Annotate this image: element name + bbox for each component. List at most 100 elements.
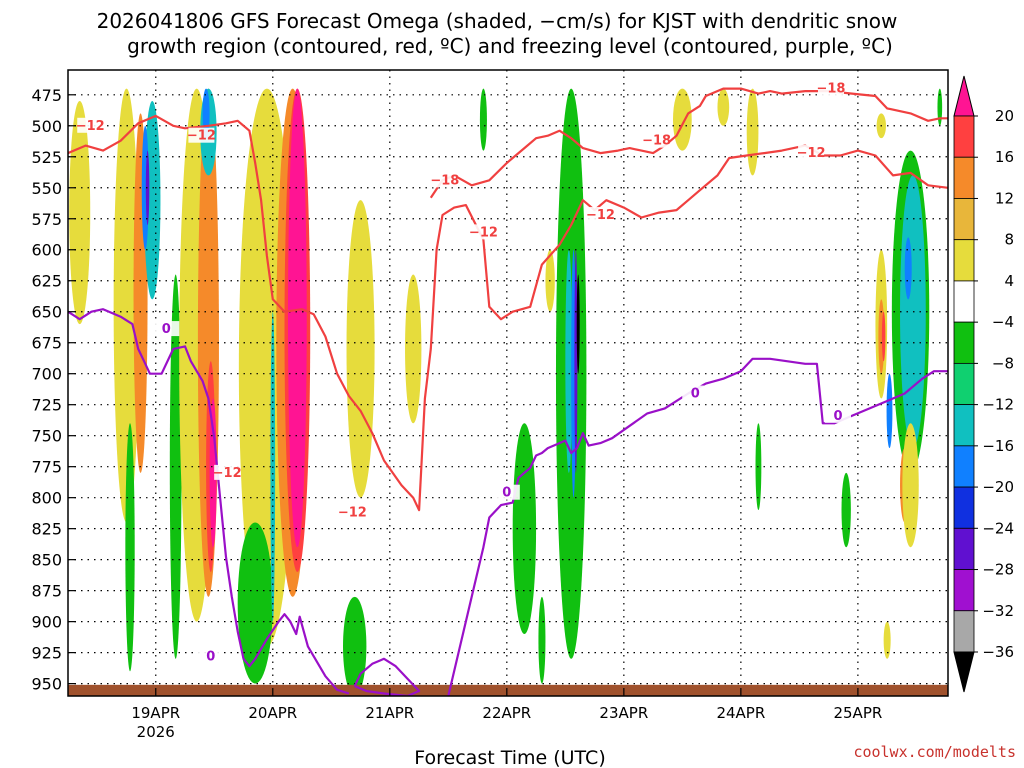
colorbar-segment — [953, 445, 975, 488]
contour-label: −18 — [642, 134, 671, 149]
y-tick-label: 500 — [31, 117, 62, 136]
omega-patch-magenta — [288, 88, 307, 548]
colorbar-label: 20 — [995, 107, 1014, 125]
contour-line-3 — [353, 657, 421, 696]
contour-label-bg — [153, 321, 180, 337]
colorbar-segment — [953, 527, 975, 570]
ground-terrain — [68, 684, 948, 696]
omega-patch-green — [125, 423, 135, 672]
colorbar-label: 8 — [1004, 231, 1014, 249]
omega-patch-blue — [904, 237, 912, 300]
contour-label: −12 — [187, 129, 216, 144]
colorbar-segment — [953, 486, 975, 529]
y-tick-label: 525 — [31, 148, 62, 167]
y-tick-label: 725 — [31, 396, 62, 415]
omega-patch-red — [881, 311, 886, 362]
credit-text[interactable]: coolwx.com/modelts — [853, 743, 1016, 761]
colorbar-segment — [953, 404, 975, 447]
x-tick-label: 21APR — [365, 704, 414, 722]
colorbar-label: 4 — [1004, 272, 1014, 290]
colorbar-segment — [953, 156, 975, 199]
colorbar-segment — [953, 610, 975, 653]
contour-label: −12 — [469, 225, 498, 240]
omega-patch-yellow — [405, 274, 422, 424]
y-tick-label: 850 — [31, 551, 62, 570]
omega-patch-yellow — [717, 88, 730, 126]
gridlines — [68, 70, 948, 696]
colorbar-segment — [953, 569, 975, 612]
contour-label-bg — [197, 648, 224, 664]
y-tick-label: 875 — [31, 582, 62, 601]
x-tick-label: 22APR — [482, 704, 531, 722]
omega-patch-yellow — [673, 88, 692, 151]
contour-label-bg — [643, 132, 670, 148]
x-tick-sublabel: 2026 — [137, 723, 175, 741]
omega-patch-green — [538, 596, 546, 684]
colorbar-label: −20 — [982, 478, 1014, 496]
contour-label: −12 — [586, 208, 615, 223]
omega-patch-yellow — [746, 88, 759, 176]
omega-patch-green — [937, 88, 943, 126]
contour-label-bg — [431, 172, 458, 188]
omega-patch-purple — [145, 150, 150, 225]
contour-label-bg — [798, 145, 825, 161]
omega-patch-green — [479, 88, 487, 151]
colorbar-label: −8 — [992, 354, 1014, 372]
y-tick-label: 925 — [31, 644, 62, 663]
contour-label: −18 — [816, 82, 845, 97]
plot-frame — [67, 69, 949, 697]
colorbar-segment — [953, 198, 975, 241]
y-tick-label: 775 — [31, 458, 62, 477]
y-tick-label: 550 — [31, 179, 62, 198]
omega-patch-yellow — [902, 423, 919, 548]
contour-label-bg — [682, 385, 709, 401]
colorbar-label: −28 — [982, 561, 1014, 579]
y-tick-label: 900 — [31, 613, 62, 632]
contour-label-bg — [825, 407, 851, 423]
colorbar-label: −36 — [982, 643, 1014, 661]
y-tick-label: 750 — [31, 427, 62, 446]
omega-patch-blue — [886, 373, 893, 449]
ground-band — [68, 684, 948, 696]
contour-label-bg — [214, 464, 241, 480]
contour-line-2 — [68, 308, 350, 695]
contour-label: 0 — [206, 649, 215, 664]
y-tick-label: 625 — [31, 272, 62, 291]
contour-label-bg — [470, 224, 497, 240]
contour-line-0 — [429, 87, 948, 199]
omega-patch-green — [343, 596, 367, 696]
colorbar-segment — [953, 239, 975, 282]
colorbar-label: 12 — [995, 189, 1014, 207]
x-tick-label: 25APR — [833, 704, 882, 722]
contour-label-bg — [188, 127, 215, 143]
colorbar-label: −12 — [982, 396, 1014, 414]
omega-patch-yellow — [69, 100, 91, 325]
y-tick-label: 575 — [31, 210, 62, 229]
colorbar-segment — [953, 115, 975, 158]
contour-label: −18 — [430, 173, 459, 188]
x-axis-label: Forecast Time (UTC) — [414, 747, 605, 768]
colorbar-label: −4 — [992, 313, 1014, 331]
y-tick-label: 800 — [31, 489, 62, 508]
y-tick-label: 950 — [31, 675, 62, 694]
colorbar-segment — [953, 280, 975, 323]
y-tick-label: 700 — [31, 365, 62, 384]
omega-patch-cyan — [565, 249, 573, 473]
contour-line-1 — [68, 114, 948, 512]
y-tick-label: 650 — [31, 303, 62, 322]
colorbar-bottom-arrow — [953, 651, 975, 693]
contour-label: −12 — [797, 146, 826, 161]
colorbar-label: −32 — [982, 602, 1014, 620]
colorbar-segment — [953, 321, 975, 364]
y-axis: 475 500 525 550 575 600 625 650 675 700 725 750 775 8… — [31, 86, 76, 694]
y-tick-label: 825 — [31, 520, 62, 539]
omega-patch-green — [841, 472, 851, 548]
contour-label-bg — [493, 484, 520, 500]
contour-label: −12 — [76, 119, 105, 134]
colorbar: 20 16 12 8 4 −4 −8 −12 −16 −20 −24 −28 −32 −36 — [953, 75, 1014, 693]
chart-title-line2: growth region (contoured, red, ºC) and f… — [127, 34, 893, 58]
omega-patch-green — [169, 274, 182, 659]
colorbar-label: −24 — [982, 519, 1014, 537]
